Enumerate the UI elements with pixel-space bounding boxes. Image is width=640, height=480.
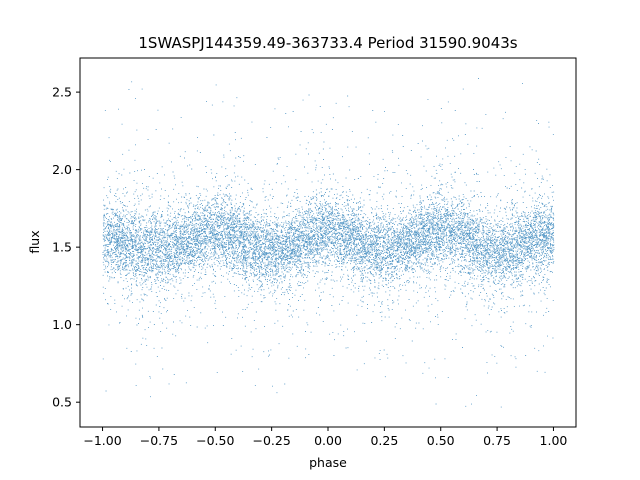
y-tick-label: 0.5 (52, 395, 72, 410)
y-tick-label: 2.0 (52, 162, 72, 177)
x-tick-label: 0.25 (370, 433, 398, 448)
scatter-points (102, 78, 555, 408)
y-axis-label: flux (27, 230, 42, 253)
y-tick-label: 2.5 (52, 85, 72, 100)
x-axis-ticks: −1.00 −0.75 −0.50 −0.25 0.00 0.25 0.50 0.75 1.00 (83, 427, 567, 448)
x-tick-label: 0.00 (314, 433, 342, 448)
x-axis-label: phase (309, 455, 347, 470)
y-axis-ticks: 0.5 1.0 1.5 2.0 2.5 (52, 85, 80, 410)
x-tick-label: 0.50 (427, 433, 455, 448)
x-tick-label: 0.75 (483, 433, 511, 448)
chart-title: 1SWASPJ144359.49-363733.4 Period 31590.9… (138, 34, 517, 52)
x-tick-label: −0.50 (196, 433, 234, 448)
x-tick-label: 1.00 (540, 433, 568, 448)
y-tick-label: 1.0 (52, 317, 72, 332)
y-tick-label: 1.5 (52, 240, 72, 255)
data-point-cloud (102, 78, 555, 408)
x-tick-label: −0.25 (252, 433, 290, 448)
x-tick-label: −1.00 (83, 433, 121, 448)
x-tick-label: −0.75 (140, 433, 178, 448)
